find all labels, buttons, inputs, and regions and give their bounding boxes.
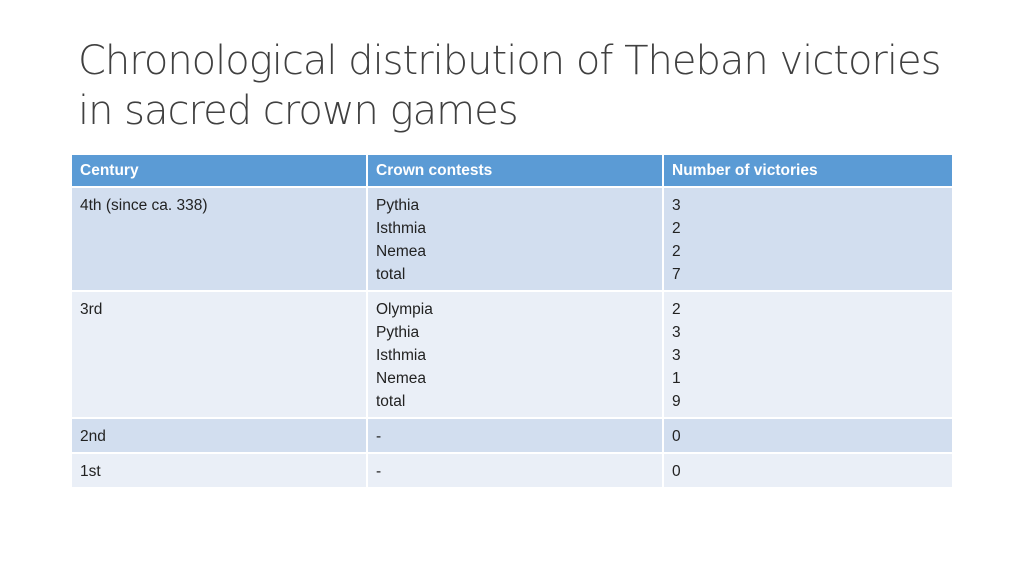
cell-century: 2nd — [70, 417, 368, 454]
table-header-row: Century Crown contests Number of victori… — [70, 153, 954, 188]
cell-century: 4th (since ca. 338) — [70, 186, 368, 292]
victory-count: 3 — [672, 197, 681, 214]
contest-name: Pythia — [376, 324, 420, 341]
victory-count: 9 — [672, 393, 681, 410]
cell-victories: 3 2 2 7 — [662, 186, 954, 292]
header-century: Century — [70, 153, 368, 188]
contest-name: Nemea — [376, 370, 426, 387]
victories-table: Century Crown contests Number of victori… — [70, 153, 954, 489]
victory-count: 0 — [672, 463, 681, 480]
victory-count: 7 — [672, 266, 681, 283]
contest-name: Nemea — [376, 243, 426, 260]
cell-century: 3rd — [70, 290, 368, 419]
contest-name: Pythia — [376, 197, 420, 214]
contest-name: total — [376, 393, 406, 410]
victory-count: 3 — [672, 324, 681, 341]
victory-count: 0 — [672, 428, 681, 445]
contest-name: - — [376, 463, 382, 480]
cell-century: 1st — [70, 452, 368, 489]
victory-count: 2 — [672, 220, 681, 237]
cell-contests: Pythia Isthmia Nemea total — [366, 186, 664, 292]
table-row: 1st - 0 — [70, 452, 954, 489]
contest-name: Olympia — [376, 301, 433, 318]
victory-count: 2 — [672, 243, 681, 260]
victory-count: 3 — [672, 347, 681, 364]
cell-victories: 2 3 3 1 9 — [662, 290, 954, 419]
victory-count: 1 — [672, 370, 681, 387]
cell-contests: Olympia Pythia Isthmia Nemea total — [366, 290, 664, 419]
contest-name: Isthmia — [376, 220, 426, 237]
header-crown-contests: Crown contests — [366, 153, 664, 188]
contest-name: total — [376, 266, 406, 283]
cell-contests: - — [366, 417, 664, 454]
slide-title: Chronological distribution of Theban vic… — [78, 38, 941, 134]
table-row: 3rd Olympia Pythia Isthmia Nemea total 2 3 3 1 9 — [70, 290, 954, 419]
table-row: 4th (since ca. 338) Pythia Isthmia Nemea tot… — [70, 186, 954, 292]
cell-victories: 0 — [662, 417, 954, 454]
header-number-of-victories: Number of victories — [662, 153, 954, 188]
cell-victories: 0 — [662, 452, 954, 489]
contest-name: Isthmia — [376, 347, 426, 364]
cell-contests: - — [366, 452, 664, 489]
contest-name: - — [376, 428, 382, 445]
victory-count: 2 — [672, 301, 681, 318]
table-row: 2nd - 0 — [70, 417, 954, 454]
